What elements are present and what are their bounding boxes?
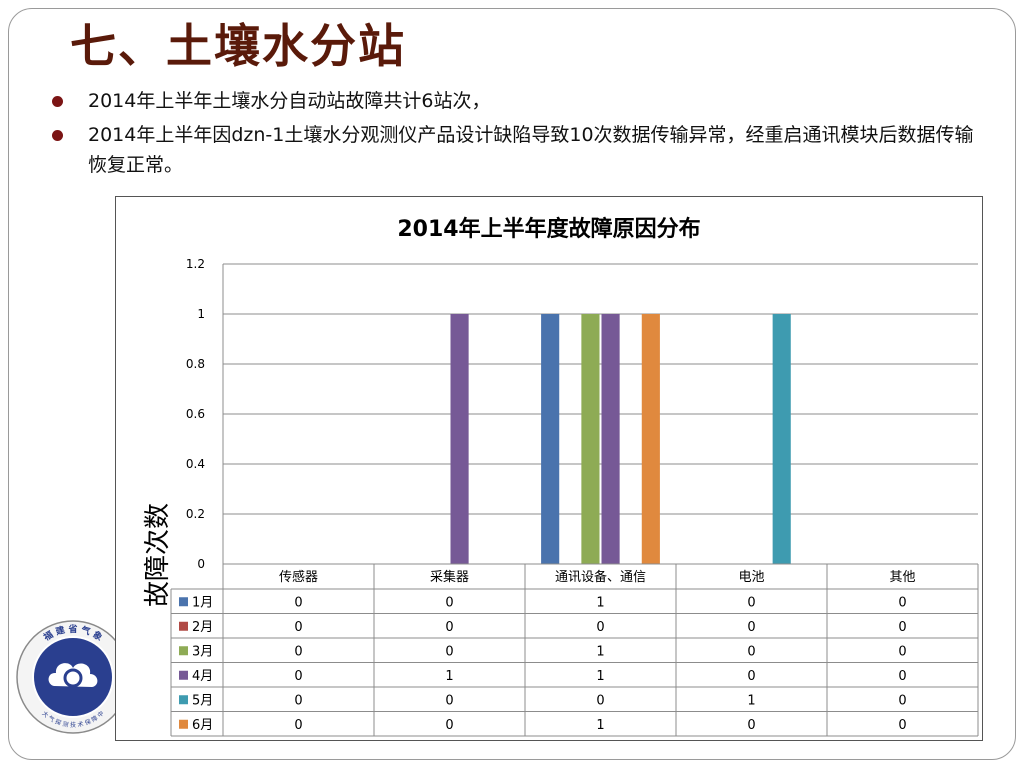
data-label: 0 [294, 644, 302, 659]
y-tick-label: 0.8 [186, 357, 205, 371]
legend-entry: 1月 [192, 595, 213, 610]
data-label: 0 [294, 718, 302, 733]
bullet-item: 2014年上半年土壤水分自动站故障共计6站次， [48, 86, 988, 116]
chart-title: 2014年上半年度故障原因分布 [397, 217, 701, 242]
data-label: 1 [596, 669, 604, 684]
bar [541, 314, 560, 564]
legend-swatch [179, 670, 188, 680]
data-label: 0 [898, 669, 906, 684]
x-category-label: 电池 [738, 570, 764, 585]
data-label: 1 [445, 669, 453, 684]
y-tick-label: 1 [197, 307, 205, 321]
bar [450, 314, 469, 564]
legend-entry: 6月 [192, 718, 213, 733]
bar [581, 314, 600, 564]
bar-chart: 0 0.2 0.4 0.6 0.8 1 1.2 传感器 采集器 通讯设备、通信 电池 其他 1月 0 0 1 0… [170, 257, 979, 737]
bullet-item: 2014年上半年因dzn-1土壤水分观测仪产品设计缺陷导致10次数据传输异常，经… [48, 120, 988, 180]
legend-entry: 2月 [192, 620, 213, 635]
data-label: 0 [898, 644, 906, 659]
data-label: 0 [898, 693, 906, 708]
y-tick-label: 0.4 [186, 457, 205, 471]
bullet-dot-icon [52, 130, 63, 141]
data-label: 0 [747, 718, 755, 733]
data-label: 0 [294, 595, 302, 610]
chart-container: 2014年上半年度故障原因分布 故障次数 0 0.2 0.4 0.6 0.8 1 1.2 传感… [115, 196, 983, 741]
x-category-label: 传感器 [279, 569, 318, 585]
data-label: 1 [596, 718, 604, 733]
x-category-label: 采集器 [430, 569, 469, 585]
y-tick-label: 1.2 [186, 257, 205, 271]
data-label: 1 [596, 595, 604, 610]
legend-entry: 5月 [192, 693, 213, 708]
data-label: 0 [747, 595, 755, 610]
data-label: 0 [445, 644, 453, 659]
bullet-text: 2014年上半年土壤水分自动站故障共计6站次， [88, 90, 491, 112]
data-label: 0 [445, 718, 453, 733]
legend-swatch [179, 646, 188, 656]
data-label: 1 [596, 644, 604, 659]
bar [772, 314, 791, 564]
data-label: 0 [898, 620, 906, 635]
data-label: 0 [294, 669, 302, 684]
bar [641, 314, 660, 564]
data-label: 0 [445, 693, 453, 708]
bullet-list: 2014年上半年土壤水分自动站故障共计6站次， 2014年上半年因dzn-1土壤… [48, 86, 988, 184]
data-label: 0 [898, 595, 906, 610]
data-label: 0 [294, 693, 302, 708]
data-label: 0 [747, 644, 755, 659]
data-label: 0 [445, 595, 453, 610]
x-category-label: 通讯设备、通信 [555, 569, 646, 585]
data-label: 0 [445, 620, 453, 635]
data-label: 0 [898, 718, 906, 733]
bullet-text: 2014年上半年因dzn-1土壤水分观测仪产品设计缺陷导致10次数据传输异常，经… [88, 124, 974, 176]
bar [601, 314, 620, 564]
legend-swatch [179, 695, 188, 705]
data-label: 0 [294, 620, 302, 635]
legend-swatch [179, 597, 188, 607]
meteorological-bureau-logo-icon: 福 建 省 气 象 大 气 探 测 技 术 保 障 中 [16, 620, 130, 734]
y-tick-label: 0 [197, 557, 205, 571]
data-label: 1 [747, 693, 755, 708]
x-category-label: 其他 [889, 570, 915, 585]
y-tick-label: 0.2 [186, 507, 205, 521]
data-label: 0 [747, 669, 755, 684]
data-label: 0 [596, 620, 604, 635]
legend-entry: 4月 [192, 669, 213, 684]
legend-swatch [179, 621, 188, 631]
bullet-dot-icon [52, 96, 63, 107]
data-label: 0 [747, 620, 755, 635]
legend-entry: 3月 [192, 644, 213, 659]
legend-swatch [179, 719, 188, 729]
slide-title: 七、土壤水分站 [70, 19, 406, 73]
y-tick-label: 0.6 [186, 407, 205, 421]
data-label: 0 [596, 693, 604, 708]
